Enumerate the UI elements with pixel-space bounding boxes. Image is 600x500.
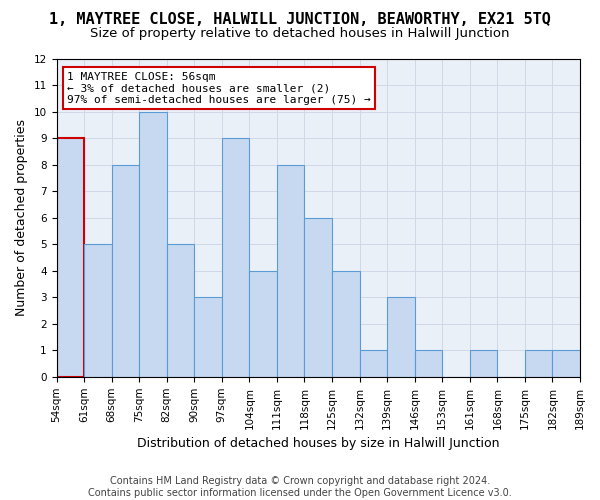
Bar xyxy=(304,218,332,377)
Bar xyxy=(84,244,112,377)
Bar xyxy=(332,271,359,377)
Bar xyxy=(222,138,250,377)
Bar xyxy=(470,350,497,377)
Bar xyxy=(415,350,442,377)
Text: Contains HM Land Registry data © Crown copyright and database right 2024.
Contai: Contains HM Land Registry data © Crown c… xyxy=(88,476,512,498)
Bar xyxy=(139,112,167,377)
Bar xyxy=(277,165,304,377)
X-axis label: Distribution of detached houses by size in Halwill Junction: Distribution of detached houses by size … xyxy=(137,437,500,450)
Text: Size of property relative to detached houses in Halwill Junction: Size of property relative to detached ho… xyxy=(90,28,510,40)
Bar xyxy=(359,350,387,377)
Bar xyxy=(525,350,553,377)
Bar xyxy=(250,271,277,377)
Bar xyxy=(387,298,415,377)
Bar xyxy=(167,244,194,377)
Text: 1 MAYTREE CLOSE: 56sqm
← 3% of detached houses are smaller (2)
97% of semi-detac: 1 MAYTREE CLOSE: 56sqm ← 3% of detached … xyxy=(67,72,371,105)
Bar xyxy=(56,138,84,377)
Bar xyxy=(112,165,139,377)
Text: 1, MAYTREE CLOSE, HALWILL JUNCTION, BEAWORTHY, EX21 5TQ: 1, MAYTREE CLOSE, HALWILL JUNCTION, BEAW… xyxy=(49,12,551,28)
Y-axis label: Number of detached properties: Number of detached properties xyxy=(15,120,28,316)
Bar xyxy=(194,298,222,377)
Bar xyxy=(553,350,580,377)
